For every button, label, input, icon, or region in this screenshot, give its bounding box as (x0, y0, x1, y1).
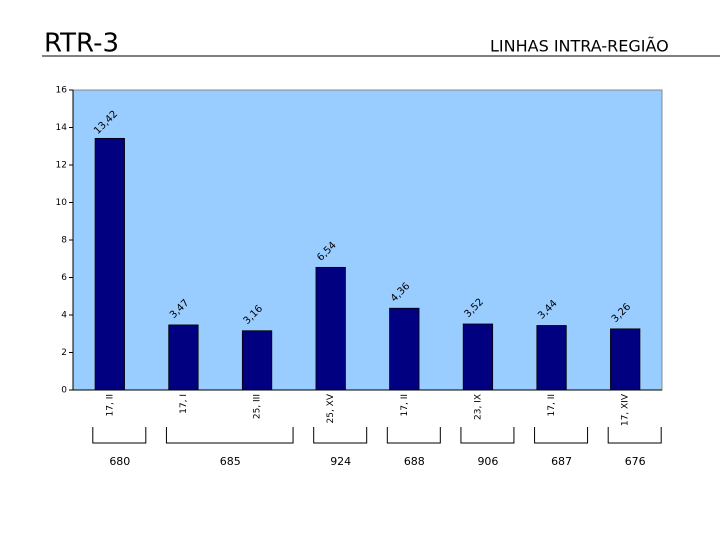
group-bracket (386, 427, 441, 444)
y-tick-label: 4 (61, 311, 67, 321)
bar (389, 307, 420, 391)
x-tick-label: 17, II (400, 394, 410, 416)
x-tick-label: 17, XIV (621, 393, 631, 426)
y-tick-label: 2 (61, 348, 67, 358)
x-tick-label: 25, III (253, 394, 263, 419)
bar (168, 324, 199, 391)
y-tick-label: 8 (61, 236, 67, 246)
group-bracket (165, 427, 294, 444)
bar (315, 266, 346, 391)
group-bracket (534, 427, 589, 444)
plot-area (72, 89, 663, 391)
group-label: 924 (330, 455, 351, 468)
bar (241, 330, 273, 391)
slide-subtitle: LINHAS INTRA-REGIÃO (490, 37, 669, 56)
x-tick-label: 17, I (179, 394, 189, 414)
y-tick-label: 6 (61, 273, 67, 283)
group-label: 688 (404, 455, 425, 468)
group-label: 687 (551, 455, 572, 468)
x-tick-label: 17, II (547, 394, 557, 416)
group-label: 676 (625, 455, 646, 468)
bar (610, 328, 641, 391)
y-tick-label: 14 (56, 123, 68, 133)
bar (536, 325, 567, 391)
slide-title: RTR-3 (44, 29, 119, 59)
group-label: 680 (109, 455, 130, 468)
group-bracket (313, 427, 368, 444)
group-bracket (92, 427, 147, 444)
y-tick-label: 10 (56, 198, 68, 208)
y-tick-label: 0 (61, 386, 67, 396)
group-label: 685 (220, 455, 241, 468)
bar (94, 137, 125, 391)
bar (462, 323, 494, 391)
x-tick-label: 23, IX (473, 394, 483, 420)
x-tick-label: 25, XV (326, 393, 336, 423)
group-bracket (460, 427, 515, 444)
y-tick-label: 12 (56, 161, 67, 171)
group-bracket (607, 427, 662, 444)
x-tick-label: 17, II (105, 394, 115, 416)
y-tick-label: 16 (56, 86, 68, 96)
group-label: 906 (477, 455, 498, 468)
